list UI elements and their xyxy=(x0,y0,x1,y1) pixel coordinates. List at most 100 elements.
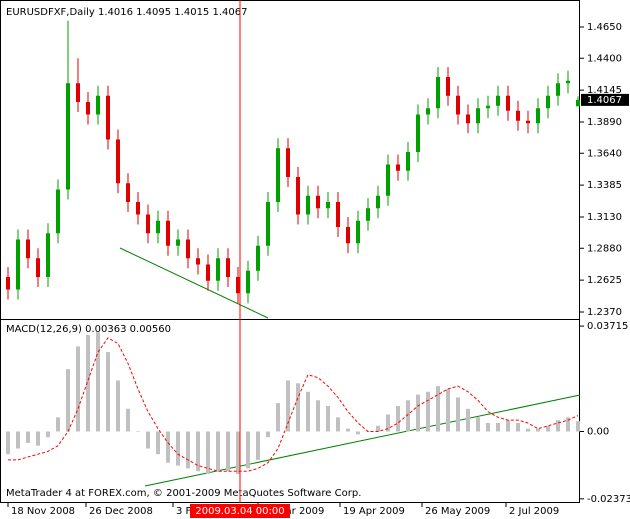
cursor-label: 2009.03.04 00:00 xyxy=(195,506,284,517)
bar-body xyxy=(286,148,290,177)
histogram-bar xyxy=(426,391,430,432)
bar-body xyxy=(156,220,160,234)
bar-body xyxy=(266,202,270,246)
bar-body xyxy=(76,83,80,102)
bar-body xyxy=(516,110,520,121)
y-tick-label: 1.2880 xyxy=(587,243,622,254)
histogram-bar xyxy=(66,369,70,432)
histogram-bar xyxy=(106,352,110,432)
histogram-bar xyxy=(466,408,470,432)
histogram-bar xyxy=(136,431,140,433)
histogram-bar xyxy=(96,332,100,432)
bar-body xyxy=(206,264,210,281)
histogram-bar xyxy=(6,431,10,455)
bar-body xyxy=(106,95,110,140)
histogram-bar xyxy=(186,431,190,469)
y-tick-label: 1.3890 xyxy=(587,117,622,128)
histogram-bar xyxy=(256,431,260,460)
histogram-bar xyxy=(306,391,310,432)
histogram-bar xyxy=(266,431,270,438)
bar-body xyxy=(86,102,90,115)
histogram-bar xyxy=(296,383,300,432)
bar-body xyxy=(346,227,350,244)
bar-body xyxy=(476,108,480,124)
histogram-bar xyxy=(206,431,210,475)
x-tick-label: 26 Dec 2008 xyxy=(89,506,153,517)
bar-body xyxy=(486,105,490,109)
bar-body xyxy=(496,95,500,106)
bar-body xyxy=(366,208,370,221)
bar-body xyxy=(66,83,70,190)
histogram-bar xyxy=(16,431,20,449)
histogram-bar xyxy=(86,335,90,432)
histogram-bar xyxy=(166,431,170,463)
histogram-bar xyxy=(26,431,30,443)
bar-body xyxy=(26,239,30,259)
histogram-bar xyxy=(506,420,510,432)
histogram-bar xyxy=(346,428,350,432)
histogram-bar xyxy=(216,431,220,472)
histogram-bar xyxy=(126,408,130,432)
bar-body xyxy=(176,239,180,246)
histogram-bar xyxy=(456,397,460,432)
bar-body xyxy=(356,220,360,244)
x-tick-label: 19 Apr 2009 xyxy=(343,506,405,517)
bar-body xyxy=(446,77,450,96)
histogram-bar xyxy=(496,422,500,432)
bar-body xyxy=(6,277,10,290)
last-price-label: 1.4067 xyxy=(587,95,622,106)
histogram-bar xyxy=(376,425,380,432)
histogram-bar xyxy=(316,400,320,432)
y-tick-label: 0.00 xyxy=(587,427,609,438)
bar-body xyxy=(526,120,530,124)
footer: MetaTrader 4 at FOREX.com, © 2001-2009 M… xyxy=(6,488,361,499)
bar-body xyxy=(146,214,150,234)
histogram-bar xyxy=(536,428,540,432)
y-tick-label: 1.4400 xyxy=(587,53,622,64)
histogram-bar xyxy=(146,431,150,449)
histogram-bar xyxy=(236,431,240,475)
bar-body xyxy=(396,164,400,171)
histogram-bar xyxy=(286,380,290,432)
histogram-bar xyxy=(116,380,120,432)
bar-body xyxy=(136,202,140,215)
cursor-box xyxy=(190,504,290,518)
histogram-bar xyxy=(386,414,390,432)
histogram-bar xyxy=(526,428,530,432)
bar-body xyxy=(386,164,390,196)
bar-body xyxy=(406,152,410,171)
bar-body xyxy=(456,95,460,115)
bar-body xyxy=(276,148,280,202)
histogram-bar xyxy=(336,417,340,432)
chart-title: EURUSDFXF,Daily 1.4016 1.4095 1.4015 1.4… xyxy=(6,7,247,18)
bar-body xyxy=(326,202,330,209)
y-tick-label: 1.2370 xyxy=(587,307,622,318)
histogram-bar xyxy=(196,431,200,472)
histogram-bar xyxy=(76,346,80,432)
bar-body xyxy=(36,258,40,277)
bar-body xyxy=(236,277,240,294)
histogram-bar xyxy=(36,431,40,446)
histogram-bar xyxy=(516,422,520,432)
histogram-bar xyxy=(246,431,250,469)
bar-body xyxy=(466,114,470,124)
bar-body xyxy=(96,95,100,115)
histogram-bar xyxy=(406,400,410,432)
histogram-bar xyxy=(396,405,400,432)
bar-body xyxy=(546,95,550,109)
bar-body xyxy=(306,195,310,215)
y-tick-label: 1.4145 xyxy=(587,85,622,96)
histogram-bar xyxy=(56,417,60,432)
bar-body xyxy=(226,258,230,277)
bar-body xyxy=(296,177,300,215)
histogram-bar xyxy=(446,388,450,432)
histogram-bar xyxy=(576,421,580,432)
histogram-bar xyxy=(226,431,230,472)
bar-body xyxy=(426,108,430,115)
histogram-bar xyxy=(556,420,560,432)
bar-body xyxy=(506,95,510,111)
bar-body xyxy=(536,108,540,124)
bar-body xyxy=(116,139,120,184)
x-tick-label: 18 Nov 2008 xyxy=(11,506,75,517)
